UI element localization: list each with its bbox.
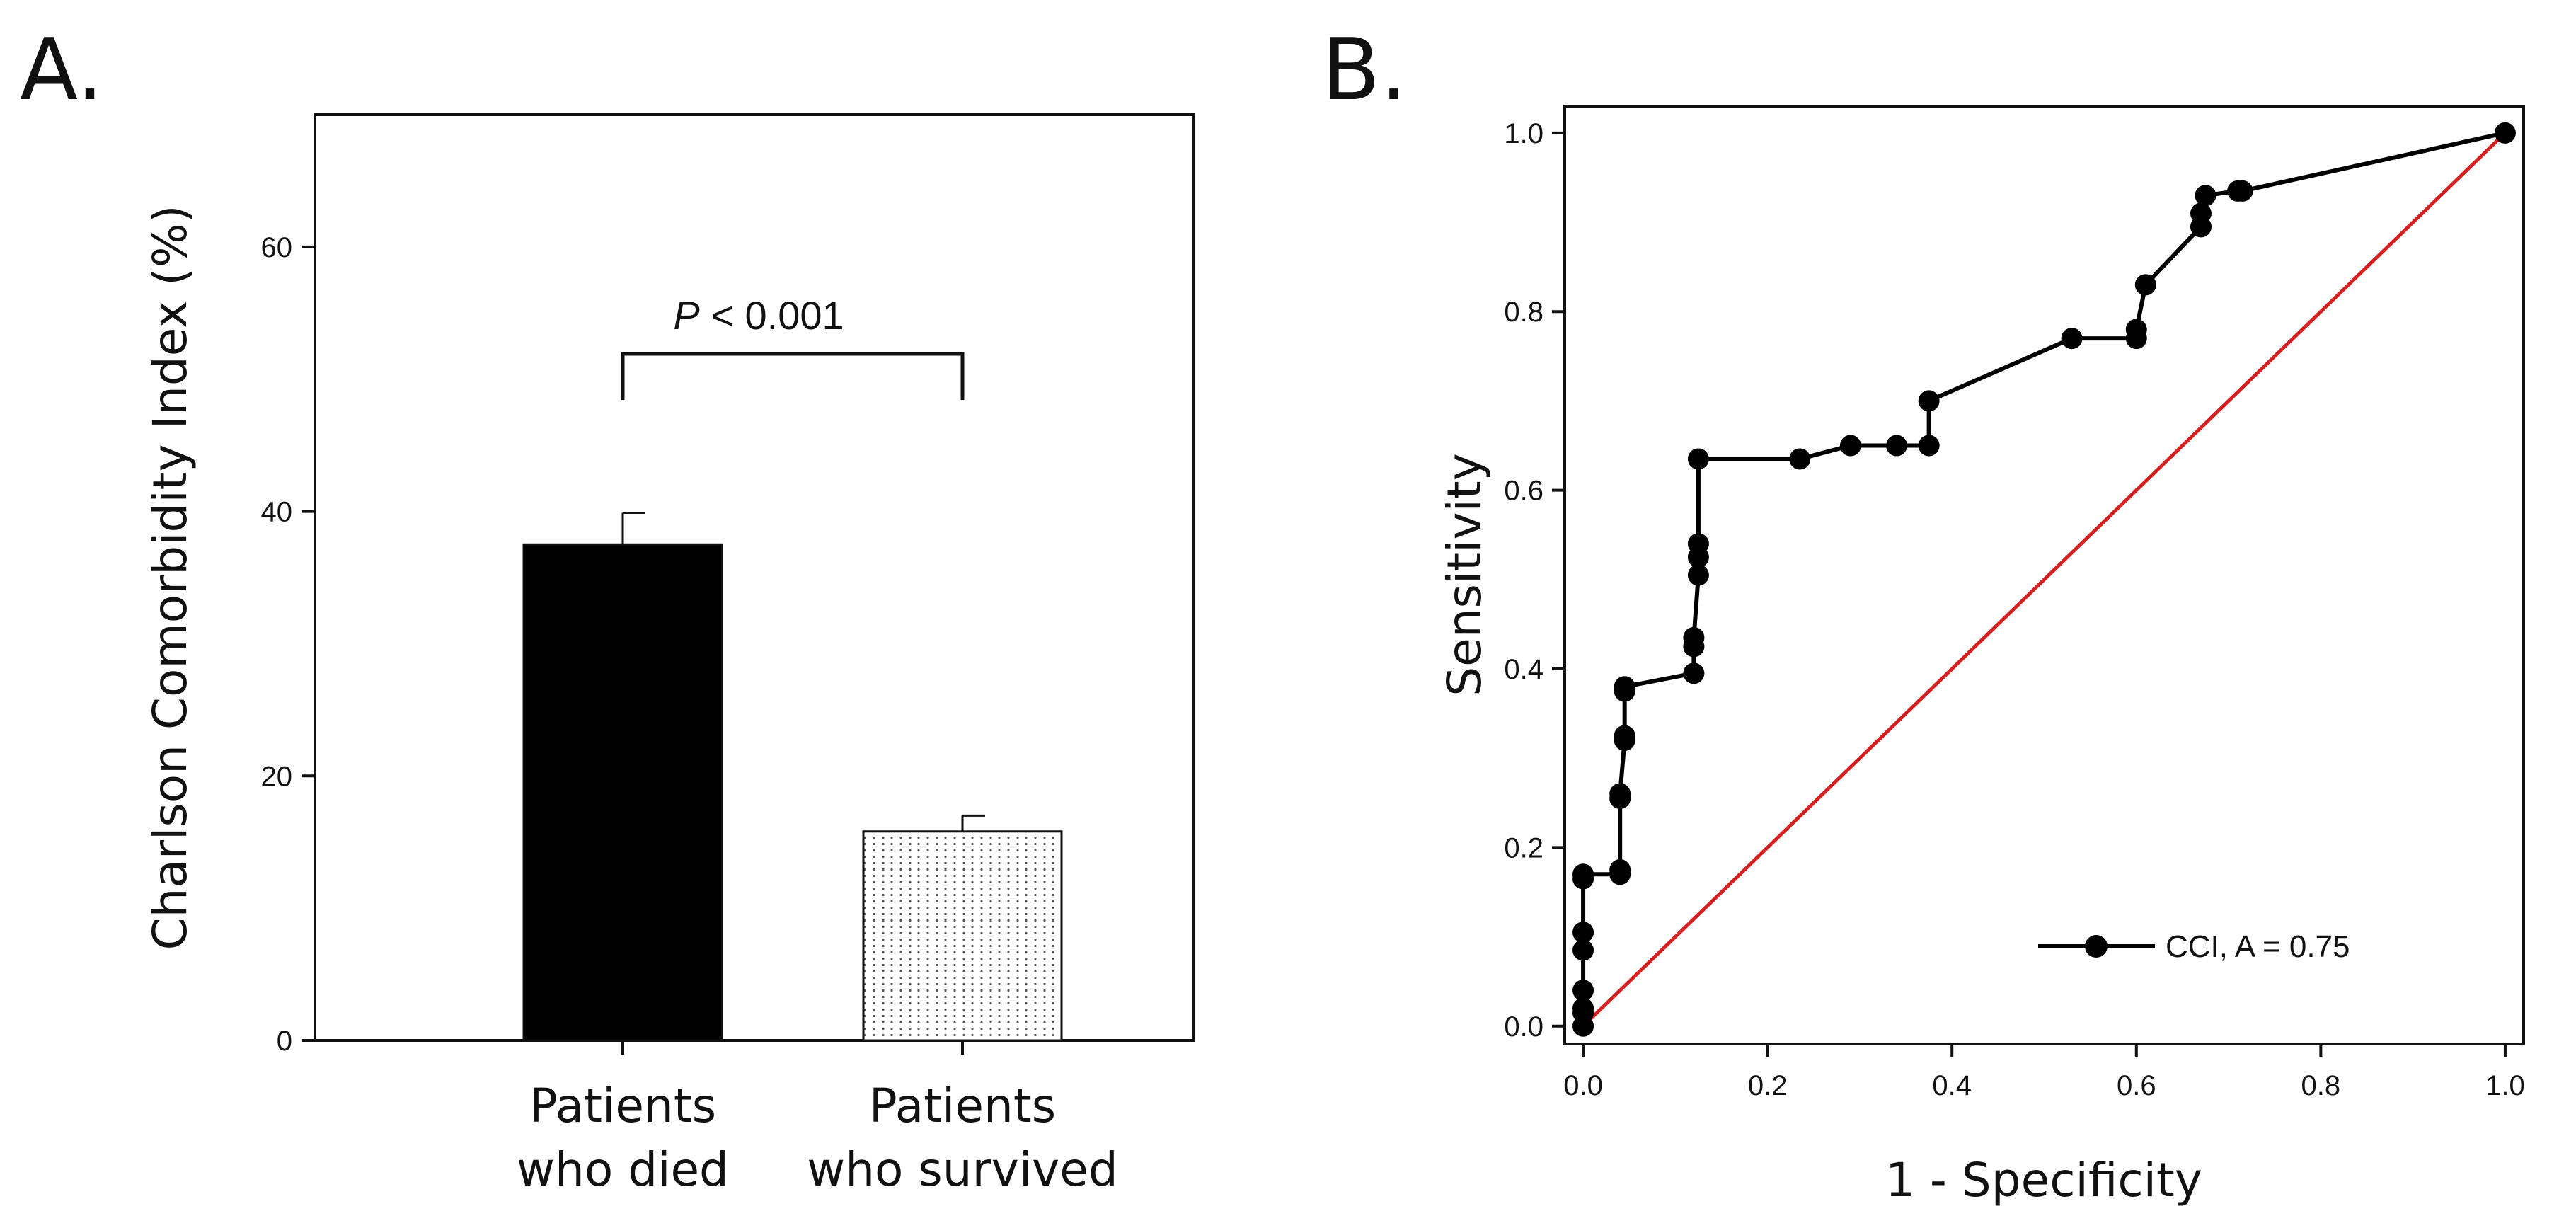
roc-point bbox=[2231, 180, 2253, 202]
roc-point bbox=[1687, 564, 1709, 586]
p-value-text: < 0.001 bbox=[700, 293, 844, 338]
roc-point bbox=[1572, 922, 1594, 943]
roc-point bbox=[1609, 783, 1631, 805]
roc-point bbox=[1683, 662, 1705, 684]
bar-y-tick-label: 40 bbox=[261, 497, 293, 528]
bar-y-tick-label: 20 bbox=[261, 761, 293, 792]
roc-y-tick-label: 0.6 bbox=[1504, 476, 1543, 507]
roc-y-tick-label: 0.4 bbox=[1504, 654, 1543, 685]
roc-y-tick-label: 0.0 bbox=[1504, 1011, 1543, 1043]
roc-axes: 0.0 0.2 0.4 0.6 0.8 1.0 0.0 0.2 0.4 0.6 0.8 1.0 bbox=[1504, 118, 2524, 1101]
legend-label: CCI, A = 0.75 bbox=[2166, 929, 2350, 964]
bar-category-label: who survived bbox=[807, 1142, 1117, 1197]
roc-point bbox=[2195, 185, 2216, 207]
roc-point bbox=[1683, 626, 1705, 648]
roc-plot-frame bbox=[1563, 105, 2525, 1045]
roc-x-tick-label: 0.4 bbox=[1932, 1070, 1972, 1101]
p-value-italic: P bbox=[673, 293, 699, 338]
roc-point bbox=[1839, 435, 1861, 457]
roc-point bbox=[1609, 859, 1631, 880]
roc-point bbox=[2494, 122, 2516, 144]
roc-point bbox=[1687, 533, 1709, 555]
roc-x-tick-label: 0.2 bbox=[1748, 1070, 1788, 1101]
roc-x-tick-label: 1.0 bbox=[2485, 1070, 2525, 1101]
roc-y-tick-label: 0.2 bbox=[1504, 832, 1543, 863]
p-value-annotation: P < 0.001 bbox=[673, 293, 844, 338]
panel-a-label: A. bbox=[20, 21, 103, 120]
bar-y-axis-title: Charlson Comorbidity Index (%) bbox=[143, 205, 197, 951]
bar-category-label: who died bbox=[517, 1142, 729, 1197]
roc-y-tick-label: 1.0 bbox=[1504, 118, 1543, 149]
roc-point bbox=[2134, 274, 2156, 296]
significance-bracket: P < 0.001 bbox=[621, 293, 965, 400]
roc-x-axis-title: 1 - Specificity bbox=[1885, 1153, 2202, 1207]
bar-category-label: Patients bbox=[529, 1079, 716, 1133]
roc-x-tick-label: 0.0 bbox=[1563, 1070, 1603, 1101]
roc-point bbox=[1614, 676, 1635, 698]
roc-point bbox=[2061, 328, 2083, 350]
panel-b-label: B. bbox=[1322, 21, 1407, 120]
bar-y-axis: 0 20 40 60 bbox=[261, 232, 315, 1057]
bar-x-categories: Patients who died Patients who survived bbox=[517, 1040, 1118, 1197]
roc-point bbox=[1918, 435, 1940, 457]
bar-y-tick-label: 60 bbox=[261, 232, 293, 263]
roc-point bbox=[1687, 448, 1709, 470]
bar-y-tick-label: 0 bbox=[277, 1026, 292, 1057]
roc-point bbox=[1572, 980, 1594, 1002]
panel-b: B. 0.0 0.2 0.4 0.6 0.8 1.00.00.20.40.60.81.0 … bbox=[1322, 21, 2525, 1207]
bar-survived bbox=[862, 830, 1063, 1042]
bar-category-label: Patients bbox=[869, 1079, 1056, 1133]
roc-x-tick-label: 0.6 bbox=[2117, 1070, 2156, 1101]
roc-point bbox=[1614, 725, 1635, 747]
roc-point bbox=[1572, 997, 1594, 1019]
roc-point bbox=[2125, 319, 2147, 340]
roc-point bbox=[1572, 939, 1594, 961]
roc-point bbox=[1572, 863, 1594, 885]
roc-point bbox=[1789, 448, 1811, 470]
roc-y-axis-title: Sensitivity bbox=[1437, 453, 1492, 696]
significance-bracket-line bbox=[621, 352, 965, 400]
roc-point bbox=[1918, 390, 1940, 412]
legend: CCI, A = 0.75 bbox=[2038, 929, 2350, 964]
roc-point bbox=[2190, 202, 2212, 224]
bar-died bbox=[522, 543, 723, 1042]
roc-point bbox=[1886, 435, 1908, 457]
roc-x-tick-label: 0.8 bbox=[2301, 1070, 2341, 1101]
bar-plot-frame bbox=[314, 113, 1195, 1042]
legend-marker bbox=[2085, 935, 2108, 958]
roc-points bbox=[1572, 122, 2516, 1037]
reference-diagonal-line bbox=[1582, 132, 2507, 1028]
roc-y-tick-label: 0.8 bbox=[1504, 297, 1543, 328]
panel-a: A. 0 20 40 60 Patients who died Patients who s… bbox=[20, 21, 1195, 1197]
bar-series bbox=[522, 511, 1063, 1042]
